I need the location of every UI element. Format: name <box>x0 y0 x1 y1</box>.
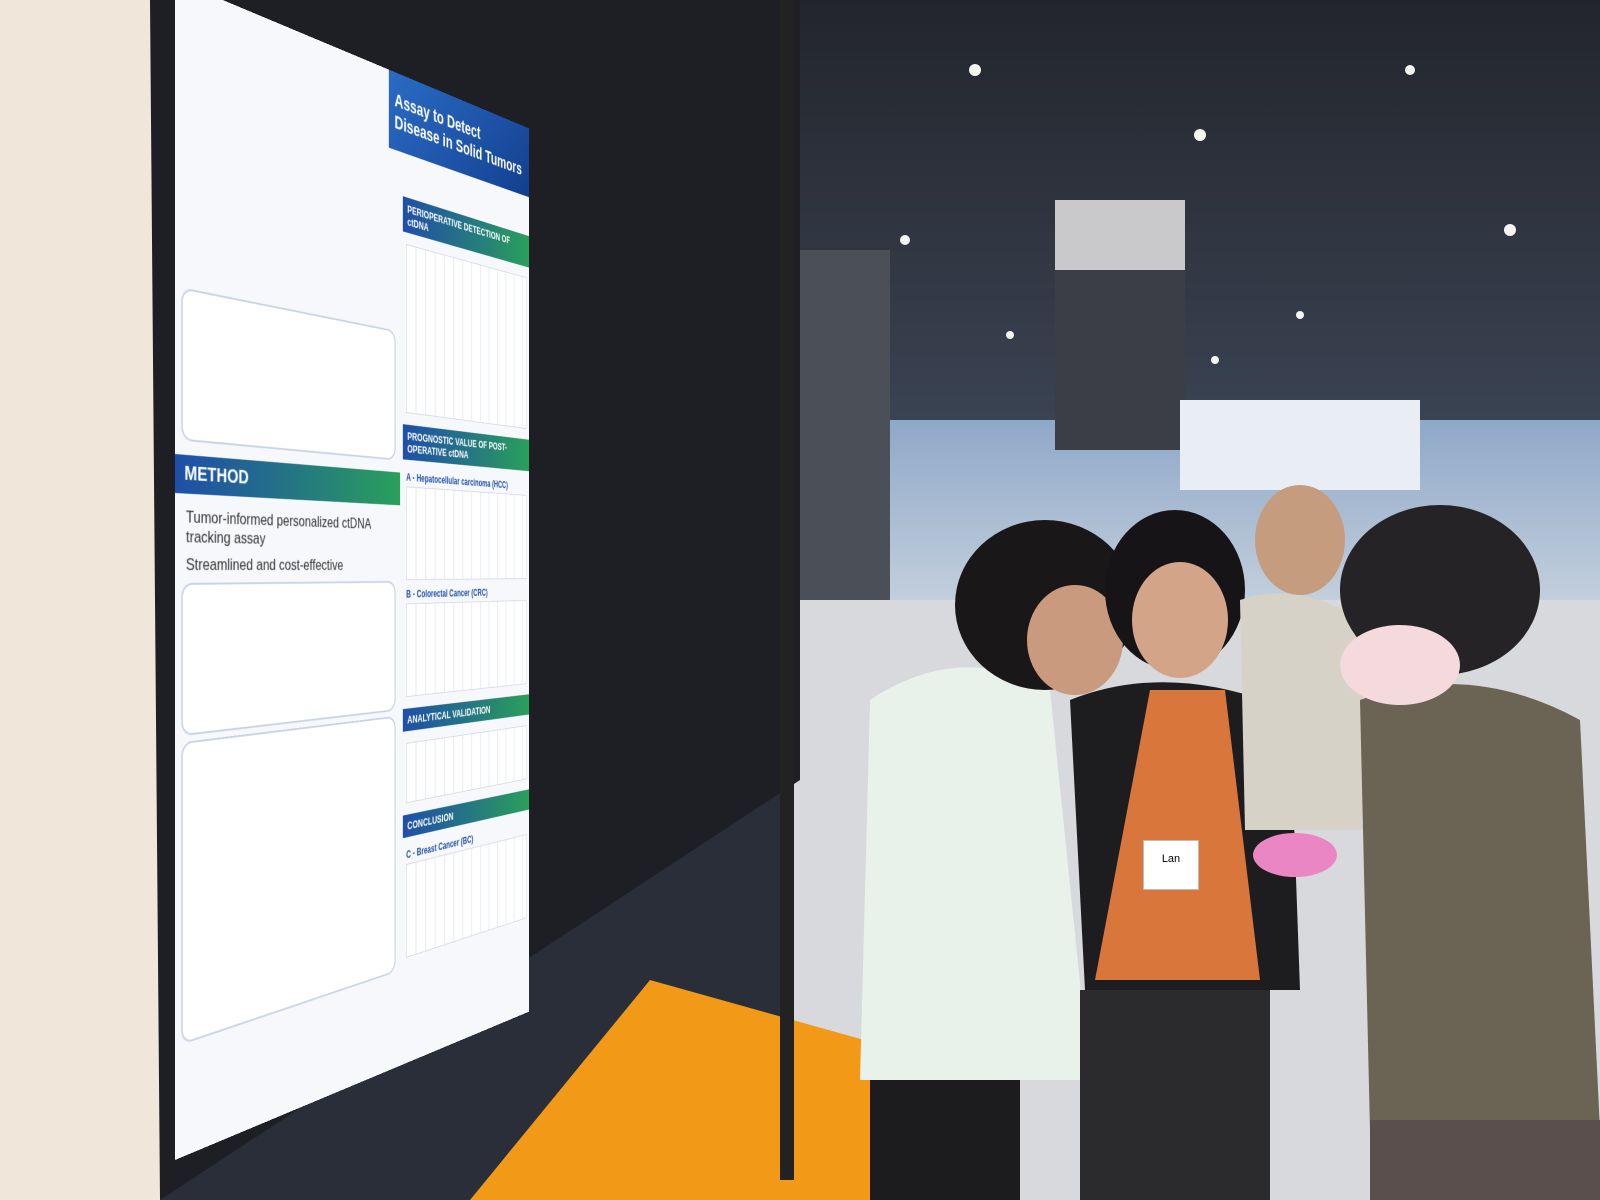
poster-right-column: PERIOPERATIVE DETECTION OF ctDNA PROGNOS… <box>402 75 529 1064</box>
figure <box>181 287 396 461</box>
poster: METHOD Tumor-informed personalized ctDNA… <box>175 0 529 1160</box>
section-heading: ANALYTICAL VALIDATION <box>402 694 529 732</box>
person-center <box>1070 510 1300 1200</box>
left-wall <box>0 0 160 1200</box>
panel-title: B - Colorectal Cancer (CRC) <box>406 587 488 601</box>
person-left <box>860 520 1135 1200</box>
ceiling-lights <box>900 64 1516 364</box>
poster-left-column: METHOD Tumor-informed personalized ctDNA… <box>175 0 401 1160</box>
figure <box>181 580 396 737</box>
chart-figure <box>406 600 527 698</box>
table <box>406 725 527 804</box>
name-badge: Lan <box>1143 840 1199 890</box>
wall <box>800 250 890 600</box>
board-post <box>780 0 794 1180</box>
booth <box>1180 400 1420 490</box>
pillar-top <box>1055 200 1185 270</box>
bullet: Streamlined and cost-effective <box>185 555 344 574</box>
section-heading: PROGNOSTIC VALUE OF POST-OPERATIVE ctDNA <box>402 424 529 472</box>
person-right <box>1253 505 1600 1200</box>
badge-name: Lan <box>1161 853 1181 865</box>
bullet: Tumor-informed personalized ctDNA tracki… <box>185 507 371 548</box>
person-back <box>1240 485 1370 830</box>
figure <box>181 715 396 1045</box>
chart-figure <box>406 486 527 581</box>
table <box>406 244 527 429</box>
section-heading: METHOD <box>175 454 401 506</box>
